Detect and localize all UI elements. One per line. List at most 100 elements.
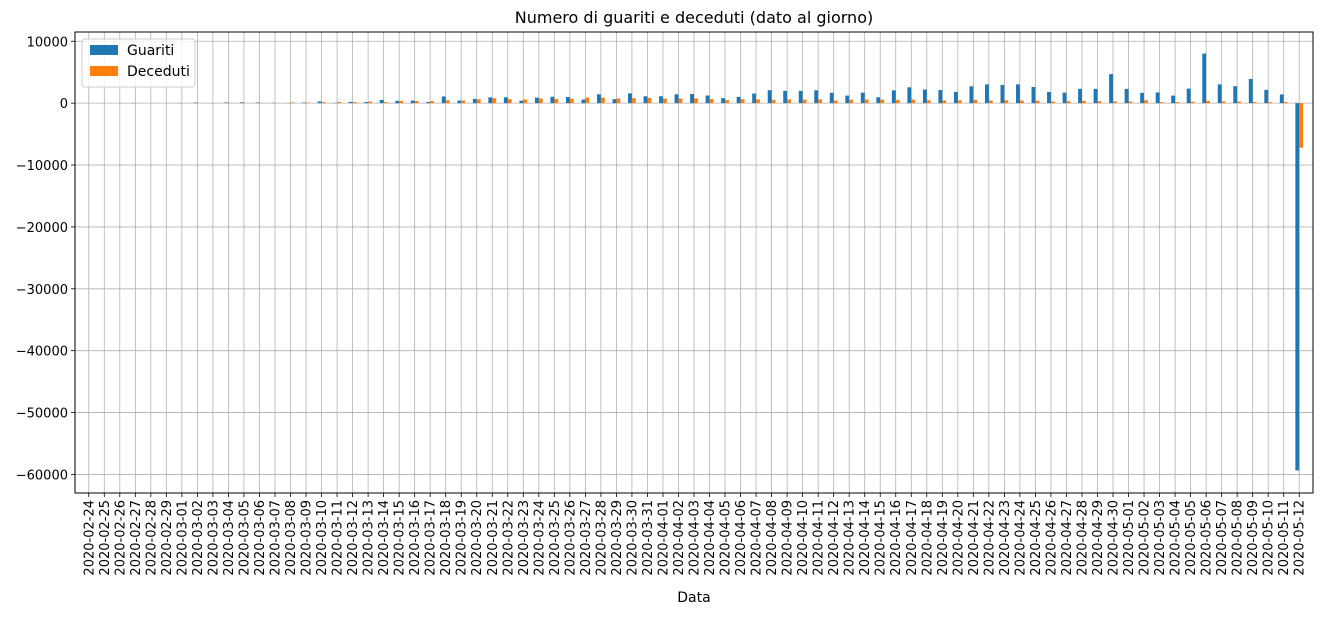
- bar-guariti: [737, 97, 741, 103]
- bar-deceduti: [1082, 101, 1086, 103]
- x-tick-label: 2020-03-11: [331, 500, 346, 576]
- bar-guariti: [535, 98, 539, 104]
- bar-guariti: [1001, 85, 1005, 103]
- x-tick-label: 2020-02-26: [113, 500, 128, 576]
- x-tick-label: 2020-05-06: [1200, 500, 1215, 576]
- x-tick-label: 2020-04-01: [656, 500, 671, 576]
- bar-guariti: [1125, 89, 1129, 103]
- bar-deceduti: [989, 100, 993, 103]
- bar-guariti: [861, 93, 865, 103]
- bar-guariti: [1218, 84, 1222, 103]
- bar-guariti: [364, 102, 368, 103]
- bar-guariti: [814, 90, 818, 103]
- bar-deceduti: [741, 99, 745, 103]
- bar-deceduti: [1097, 101, 1101, 103]
- bar-deceduti: [803, 100, 807, 104]
- legend-swatch-deceduti: [90, 66, 118, 76]
- bar-deceduti: [973, 100, 977, 103]
- chart-title: Numero di guariti e deceduti (dato al gi…: [515, 8, 873, 27]
- bar-deceduti: [539, 99, 543, 104]
- bar-deceduti: [446, 100, 450, 103]
- x-tick-label: 2020-03-01: [175, 500, 190, 576]
- x-tick-label: 2020-03-07: [268, 500, 283, 576]
- x-tick-label: 2020-03-03: [206, 500, 221, 576]
- x-tick-label: 2020-03-27: [579, 500, 594, 576]
- bar-deceduti: [585, 97, 589, 103]
- bar-deceduti: [647, 98, 651, 103]
- x-tick-label: 2020-03-30: [625, 500, 640, 576]
- x-tick-label: 2020-03-05: [237, 500, 252, 576]
- legend-label-deceduti: Deceduti: [127, 64, 190, 80]
- x-tick-label: 2020-03-31: [641, 500, 656, 576]
- x-tick-label: 2020-02-27: [129, 500, 144, 576]
- bar-deceduti: [1206, 101, 1210, 103]
- x-tick-label: 2020-04-06: [734, 500, 749, 576]
- x-tick-label: 2020-03-20: [470, 500, 485, 576]
- bar-guariti: [830, 93, 834, 103]
- bar-guariti: [302, 103, 306, 104]
- x-tick-label: 2020-03-10: [315, 500, 330, 576]
- bar-deceduti: [570, 99, 574, 103]
- x-tick-label: 2020-04-15: [874, 500, 889, 576]
- x-tick-label: 2020-04-07: [750, 500, 765, 576]
- x-tick-label: 2020-04-08: [765, 500, 780, 576]
- x-tick-label: 2020-03-04: [222, 500, 237, 576]
- bar-guariti: [938, 90, 942, 103]
- bar-deceduti: [1222, 101, 1226, 103]
- bar-guariti: [411, 101, 415, 104]
- bar-guariti: [1249, 79, 1253, 103]
- bar-deceduti: [1160, 102, 1164, 103]
- bar-guariti: [1016, 84, 1020, 103]
- x-tick-label: 2020-03-17: [424, 500, 439, 576]
- bar-guariti: [1156, 92, 1160, 103]
- x-tick-label: 2020-04-04: [703, 500, 718, 576]
- x-tick-label: 2020-04-19: [936, 500, 951, 576]
- x-tick-label: 2020-05-12: [1293, 500, 1308, 576]
- y-axis: 100000−10000−20000−30000−40000−50000−600…: [16, 35, 75, 483]
- bar-deceduti: [492, 98, 496, 103]
- x-tick-label: 2020-04-17: [905, 500, 920, 576]
- x-tick-label: 2020-04-05: [719, 500, 734, 576]
- x-tick-label: 2020-03-25: [548, 500, 563, 576]
- bar-guariti: [380, 100, 384, 103]
- bar-guariti: [225, 102, 229, 103]
- bar-deceduti: [694, 98, 698, 103]
- y-tick-label: −40000: [16, 345, 68, 360]
- bar-guariti: [1233, 86, 1237, 103]
- x-tick-label: 2020-04-09: [781, 500, 796, 576]
- bar-guariti: [783, 91, 787, 103]
- bar-guariti: [1171, 96, 1175, 104]
- x-tick-label: 2020-05-02: [1138, 500, 1153, 576]
- x-tick-label: 2020-05-07: [1215, 500, 1230, 576]
- y-tick-label: 0: [60, 97, 68, 112]
- bar-deceduti: [1191, 102, 1195, 103]
- y-tick-label: −30000: [16, 283, 68, 298]
- bar-deceduti: [865, 99, 869, 103]
- bar-deceduti: [772, 100, 776, 103]
- bar-deceduti: [911, 100, 915, 104]
- y-tick-label: −20000: [16, 221, 68, 236]
- bar-deceduti: [725, 100, 729, 103]
- x-tick-label: 2020-04-27: [1060, 500, 1075, 576]
- x-tick-label: 2020-03-13: [362, 500, 377, 576]
- bar-deceduti: [554, 99, 558, 103]
- bar-guariti: [1094, 89, 1098, 103]
- bar-guariti: [1063, 93, 1067, 103]
- bar-deceduti: [1113, 101, 1117, 103]
- x-tick-label: 2020-03-21: [486, 500, 501, 576]
- bar-guariti: [1078, 89, 1082, 103]
- y-tick-label: −50000: [16, 407, 68, 422]
- bar-guariti: [1109, 74, 1113, 103]
- bar-guariti: [628, 93, 632, 103]
- bar-deceduti: [896, 100, 900, 103]
- bar-guariti: [519, 101, 523, 104]
- x-tick-label: 2020-04-18: [920, 500, 935, 576]
- bar-deceduti: [1035, 101, 1039, 104]
- x-tick-label: 2020-05-08: [1231, 500, 1246, 576]
- bar-deceduti: [849, 100, 853, 104]
- bar-guariti: [194, 103, 198, 104]
- x-tick-label: 2020-04-29: [1091, 500, 1106, 576]
- bar-guariti: [799, 91, 803, 103]
- x-tick-label: 2020-04-11: [812, 500, 827, 576]
